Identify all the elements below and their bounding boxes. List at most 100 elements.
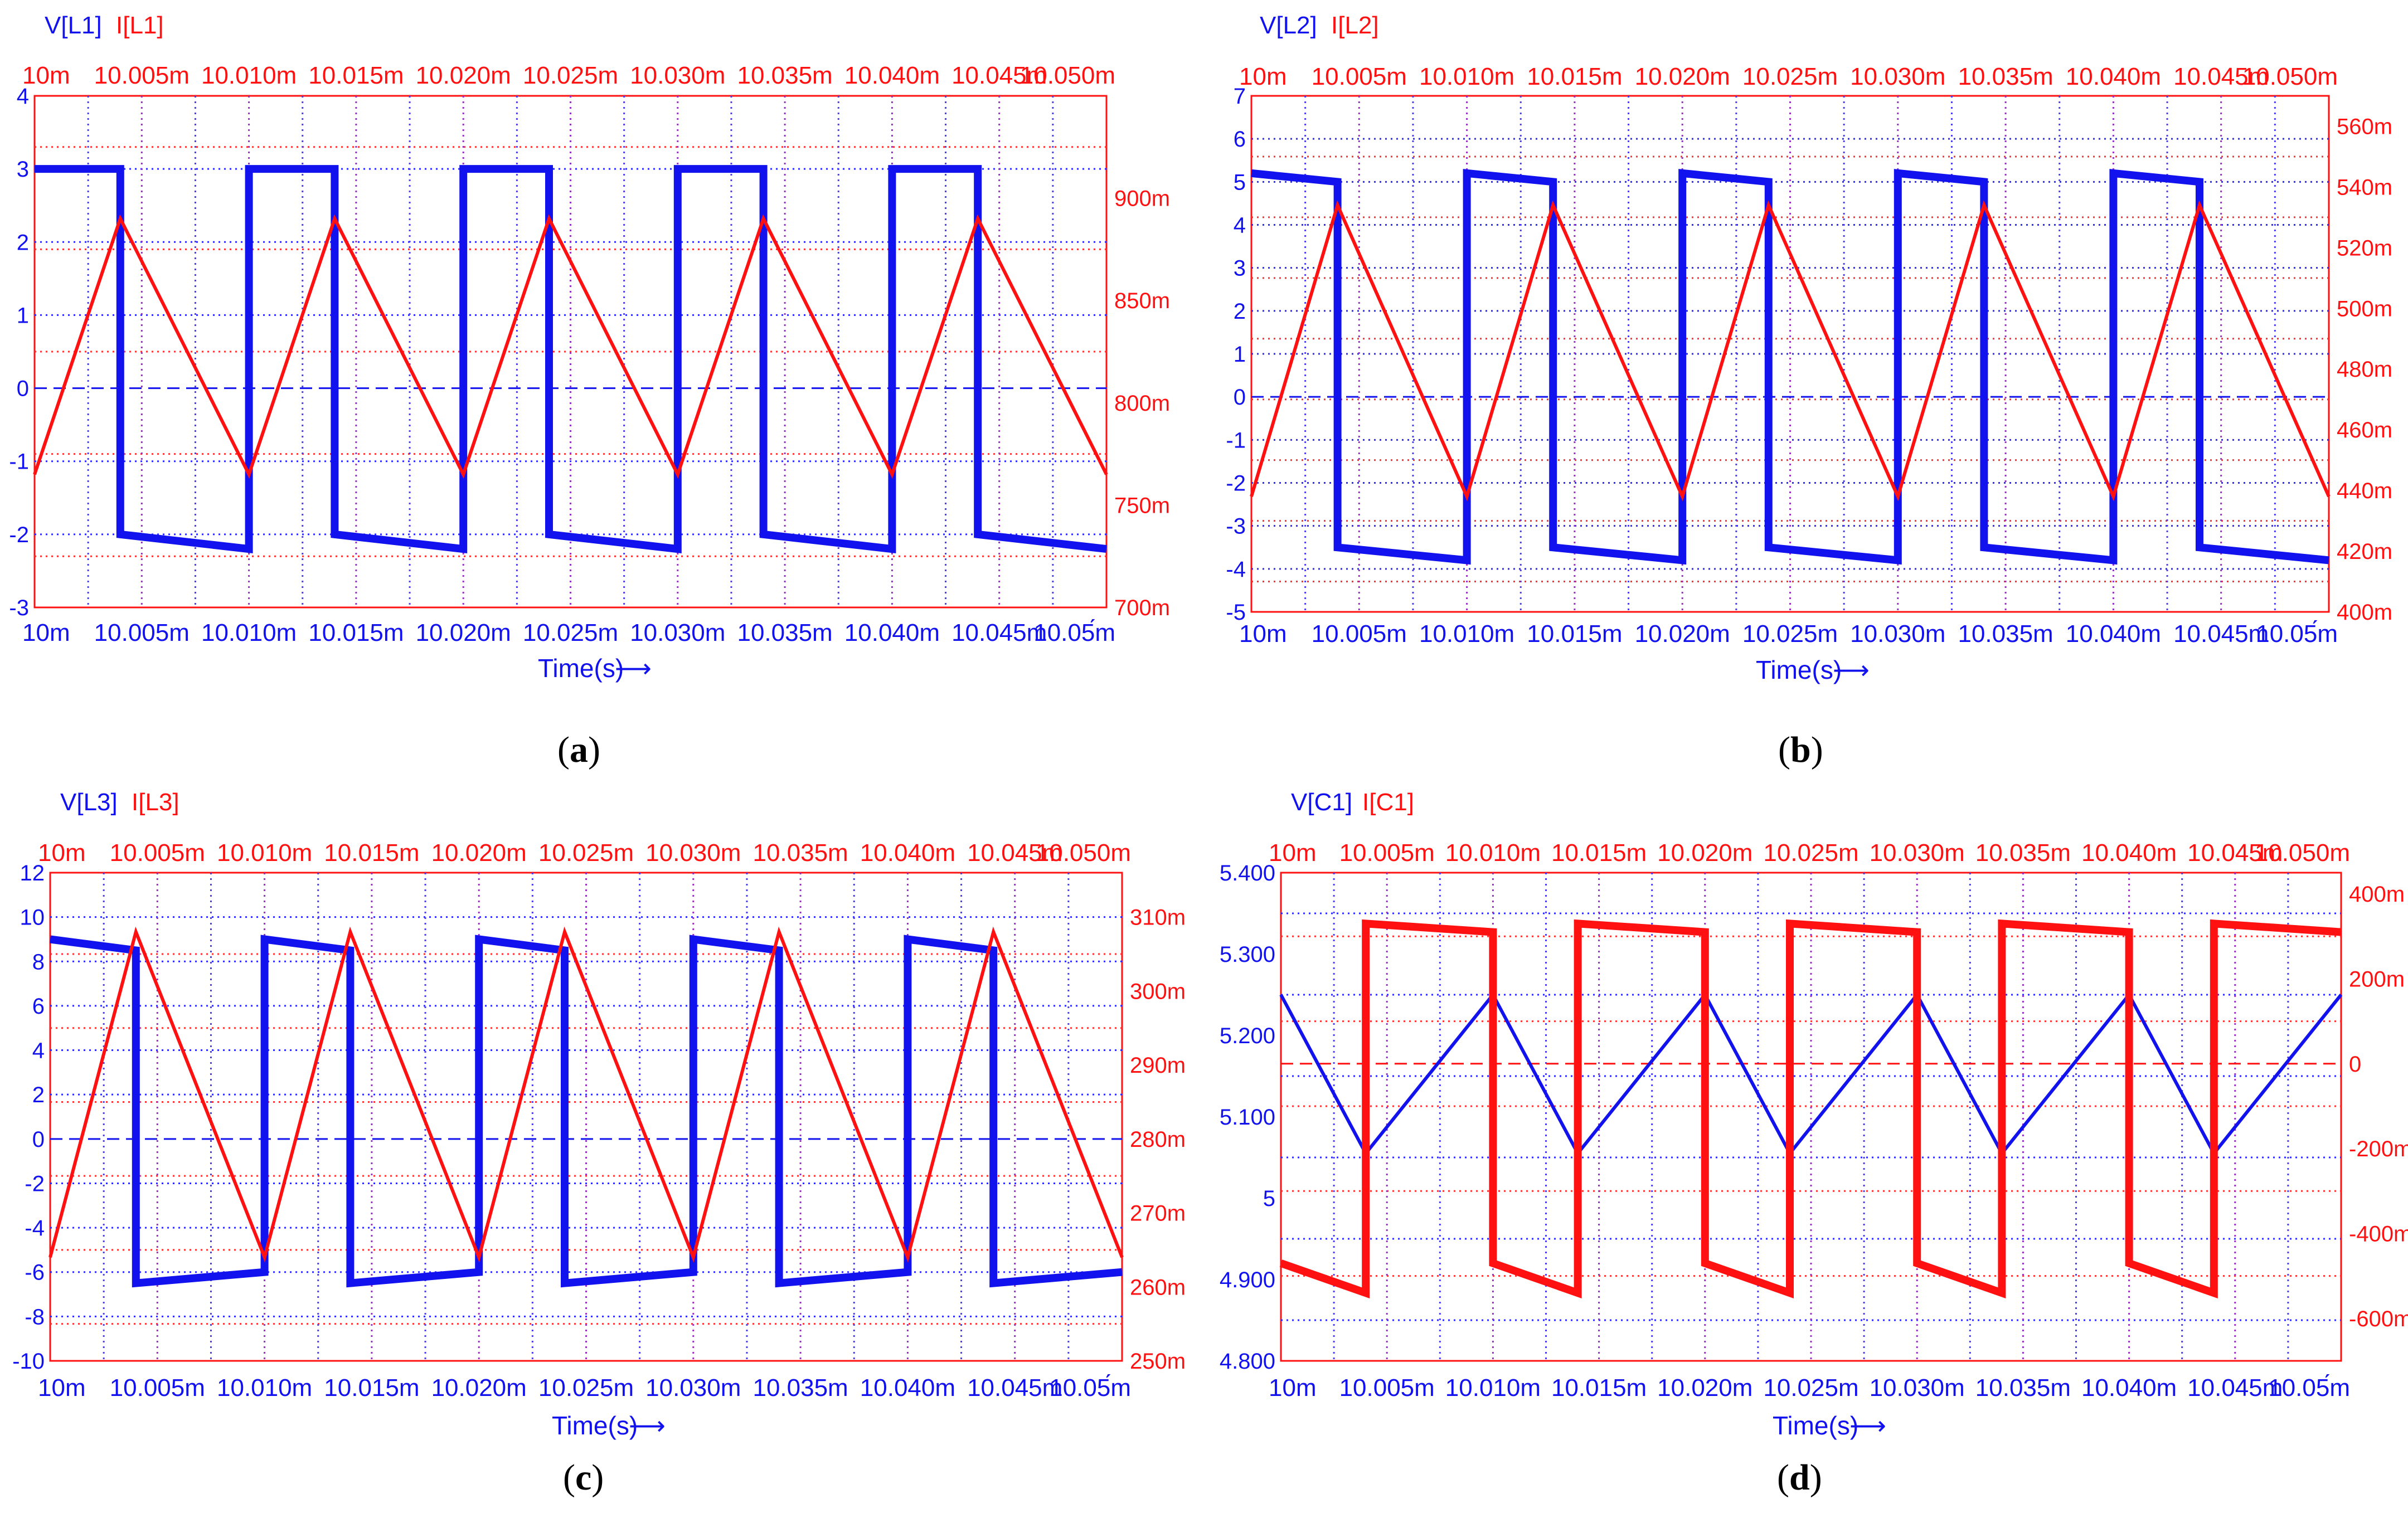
top-time-tick: 10.010m xyxy=(217,839,312,867)
left-tick-label: 3 xyxy=(17,157,29,182)
right-tick-label: 850m xyxy=(1114,289,1170,313)
right-tick-label: 520m xyxy=(2337,236,2392,260)
bottom-time-tick: 10.010m xyxy=(1445,1374,1541,1402)
bottom-time-tick: 10.040m xyxy=(860,1374,955,1402)
bottom-time-tick: 10.030m xyxy=(1850,620,1945,648)
left-tick-label: 4.900 xyxy=(1220,1268,1275,1292)
bottom-time-tick: 10.005m xyxy=(110,1374,205,1402)
bottom-time-tick: 10.025m xyxy=(1763,1374,1858,1402)
panel-d-time-label: Time(s) xyxy=(1773,1411,1858,1440)
i-l1-trace xyxy=(33,214,1108,479)
caption-b: (b) xyxy=(1778,729,1823,770)
bottom-time-tick: 10.05́m xyxy=(1049,1374,1131,1402)
top-time-tick: 10.015m xyxy=(1527,63,1622,90)
left-tick-label: -1 xyxy=(1226,428,1246,453)
bottom-time-tick: 10.030m xyxy=(1870,1374,1965,1402)
panel-b: V[L2] I[L2] Time(s) ⟶ 7 6 5 4 3 2 1 0 -1 -2 -3 -4 -5… xyxy=(1226,12,2392,684)
bottom-time-tick: 10.005m xyxy=(1312,620,1407,648)
panel-a-red-label: I[L1] xyxy=(116,12,164,39)
top-time-tick: 10.005m xyxy=(1312,63,1407,90)
top-time-tick: 10.045m xyxy=(2173,63,2269,90)
top-time-tick: 10.030m xyxy=(1870,839,1965,867)
bottom-time-tick: 10.025m xyxy=(523,619,618,646)
panel-c-time-label: Time(s) xyxy=(552,1411,638,1440)
panel-a: V[L1] I[L1] Time(s) ⟶ 4 3 2 1 0 -1 -2 -3 900m 850… xyxy=(9,12,1170,683)
bottom-time-tick: 10.015m xyxy=(1551,1374,1647,1402)
bottom-time-tick: 10.005m xyxy=(1339,1374,1435,1402)
top-time-tick: 10.025m xyxy=(1742,63,1838,90)
left-tick-label: 5.400 xyxy=(1220,861,1275,886)
top-time-tick: 10.020m xyxy=(416,62,511,89)
left-tick-label: -3 xyxy=(9,596,29,620)
panel-c-time-arrow: ⟶ xyxy=(629,1411,666,1440)
bottom-time-tick: 10.015m xyxy=(1527,620,1622,648)
bottom-time-tick: 10.045m xyxy=(951,619,1047,646)
bottom-time-tick: 10.010m xyxy=(201,619,297,646)
left-tick-label: 5 xyxy=(1234,170,1246,194)
bottom-time-tick: 10.045m xyxy=(967,1374,1062,1402)
right-tick-label: 400m xyxy=(2349,882,2405,907)
left-tick-label: -4 xyxy=(25,1216,45,1240)
panel-b-time-label: Time(s) xyxy=(1756,655,1842,684)
right-tick-label: 420m xyxy=(2337,539,2392,564)
left-tick-label: 6 xyxy=(1234,127,1246,152)
bottom-time-tick: 10.015m xyxy=(324,1374,419,1402)
panel-b-red-label: I[L2] xyxy=(1331,12,1379,39)
right-tick-label: 700m xyxy=(1114,596,1170,620)
bottom-time-tick: 10.040m xyxy=(2081,1374,2177,1402)
top-time-tick: 10m xyxy=(22,62,70,89)
top-time-tick: 10.020m xyxy=(431,839,527,867)
top-time-tick: 10.010m xyxy=(1419,63,1514,90)
i-l3-trace xyxy=(48,926,1124,1263)
v-l2-trace xyxy=(1251,169,2329,565)
bottom-time-tick: 10.020m xyxy=(1657,1374,1752,1402)
left-tick-label: 5.100 xyxy=(1220,1105,1275,1130)
bottom-time-tick: 10.035m xyxy=(737,619,832,646)
right-tick-label: 0 xyxy=(2349,1052,2361,1077)
left-tick-label: 2 xyxy=(1234,299,1246,324)
left-tick-label: 4.800 xyxy=(1220,1349,1275,1374)
top-time-tick: 10.040m xyxy=(2081,839,2177,867)
panel-d-red-label: I[C1] xyxy=(1362,789,1414,816)
caption-a: (a) xyxy=(557,729,600,770)
left-tick-label: 12 xyxy=(20,861,45,886)
panel-c-red-label: I[L3] xyxy=(132,789,179,816)
bottom-time-tick: 10.020m xyxy=(1635,620,1730,648)
bottom-time-tick: 10.035m xyxy=(753,1374,848,1402)
top-time-tick: 10.025m xyxy=(1763,839,1858,867)
right-tick-label: 750m xyxy=(1114,493,1170,518)
bottom-time-tick: 10.030m xyxy=(630,619,725,646)
panel-a-blue-label: V[L1] xyxy=(45,12,102,39)
top-time-tick: 10.050m xyxy=(2242,63,2338,90)
top-time-tick: 10.015m xyxy=(308,62,404,89)
left-tick-label: 1 xyxy=(17,303,29,328)
left-tick-label: 1 xyxy=(1234,342,1246,367)
bottom-time-tick: 10m xyxy=(1239,620,1287,648)
bottom-time-tick: 10.035m xyxy=(1958,620,2053,648)
bottom-time-tick: 10.010m xyxy=(217,1374,312,1402)
left-tick-label: 8 xyxy=(32,950,45,974)
right-tick-label: 300m xyxy=(1130,979,1186,1004)
right-tick-label: 260m xyxy=(1130,1275,1186,1300)
bottom-time-tick: 10.040m xyxy=(844,619,940,646)
top-time-tick: 10.030m xyxy=(1850,63,1945,90)
left-tick-label: 0 xyxy=(17,377,29,401)
top-time-tick: 10.025m xyxy=(538,839,634,867)
left-tick-label: -10 xyxy=(12,1349,45,1374)
top-time-tick: 10.040m xyxy=(2066,63,2161,90)
bottom-time-tick: 10m xyxy=(1269,1374,1317,1402)
left-tick-label: -3 xyxy=(1226,514,1246,539)
bottom-time-tick: 10.025m xyxy=(538,1374,634,1402)
bottom-time-tick: 10.035m xyxy=(1975,1374,2071,1402)
bottom-time-tick: 10.05́m xyxy=(2256,620,2338,648)
bottom-time-tick: 10.025m xyxy=(1742,620,1838,648)
top-time-tick: 10.005m xyxy=(94,62,190,89)
right-tick-label: 440m xyxy=(2337,479,2392,503)
v-l1-trace xyxy=(35,165,1107,553)
bottom-time-tick: 10.010m xyxy=(1419,620,1514,648)
panel-d-time-arrow: ⟶ xyxy=(1849,1411,1886,1440)
left-tick-label: -5 xyxy=(1226,600,1246,625)
top-time-tick: 10.005m xyxy=(1339,839,1435,867)
panel-a-time-label: Time(s) xyxy=(538,654,624,683)
